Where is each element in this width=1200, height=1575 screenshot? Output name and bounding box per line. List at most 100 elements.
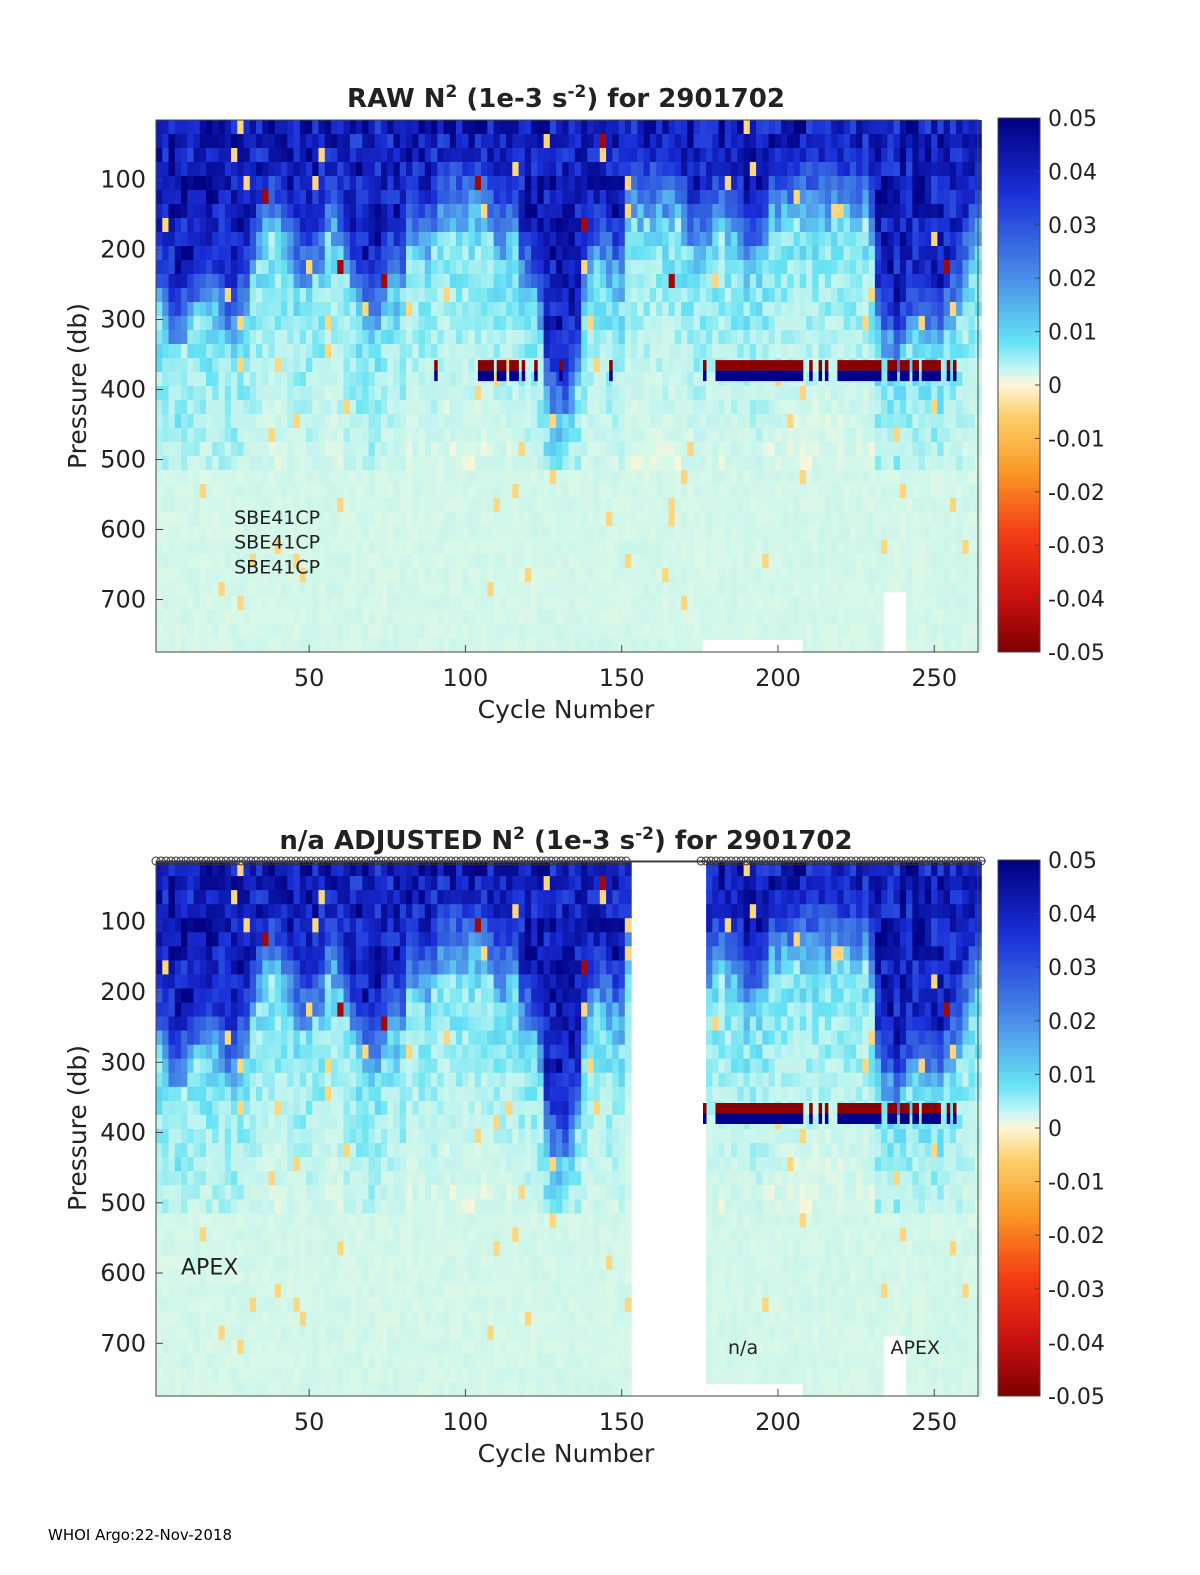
heatmap-cell xyxy=(849,232,857,247)
heatmap-cell xyxy=(224,246,232,261)
heatmap-cell xyxy=(512,638,520,653)
heatmap-cell xyxy=(481,134,488,149)
heatmap-cell xyxy=(606,288,613,303)
heatmap-cell xyxy=(249,414,257,429)
heatmap-cell xyxy=(856,162,863,177)
heatmap-cell xyxy=(581,344,588,359)
heatmap-cell xyxy=(599,414,607,429)
heatmap-cell xyxy=(912,582,920,597)
heatmap-cell xyxy=(949,176,957,191)
heatmap-cell xyxy=(731,246,738,261)
heatmap-cell xyxy=(787,176,795,191)
heatmap-cell xyxy=(174,414,182,429)
heatmap-cell xyxy=(693,148,701,163)
heatmap-cell xyxy=(731,218,738,233)
heatmap-cell xyxy=(156,568,163,583)
heatmap-cell xyxy=(449,274,457,289)
heatmap-cell xyxy=(893,582,901,597)
heatmap-cell xyxy=(756,400,763,415)
heatmap-cell xyxy=(831,260,838,275)
heatmap-cell xyxy=(906,400,913,415)
heatmap-cell xyxy=(949,512,957,527)
heatmap-cell xyxy=(856,400,863,415)
heatmap-cell xyxy=(962,260,970,275)
heatmap-cell xyxy=(631,120,638,135)
heatmap-cell xyxy=(162,176,170,191)
heatmap-cell xyxy=(399,204,407,219)
heatmap-cell xyxy=(681,386,688,401)
heatmap-cell xyxy=(537,190,545,205)
heatmap-cell xyxy=(481,260,488,275)
heatmap-cell xyxy=(731,484,738,499)
heatmap-cell xyxy=(162,596,170,611)
heatmap-cell xyxy=(162,512,170,527)
heatmap-cell xyxy=(387,568,395,583)
heatmap-cell xyxy=(618,470,626,485)
heatmap-cell xyxy=(568,162,576,177)
heatmap-cell xyxy=(574,400,582,415)
heatmap-cell xyxy=(262,400,270,415)
heatmap-cell xyxy=(437,638,445,653)
heatmap-cell xyxy=(581,176,588,191)
heatmap-cell xyxy=(568,120,576,135)
heatmap-cell xyxy=(218,568,226,583)
heatmap-cell xyxy=(162,428,170,443)
heatmap-cell xyxy=(206,582,213,597)
heatmap-cell xyxy=(393,274,401,289)
heatmap-cell xyxy=(706,526,713,541)
heatmap-cell xyxy=(749,162,757,177)
heatmap-cell xyxy=(293,596,301,611)
heatmap-cell xyxy=(712,232,720,247)
heatmap-cell xyxy=(737,456,745,471)
heatmap-cell xyxy=(493,414,501,429)
heatmap-cell xyxy=(468,120,476,135)
heatmap-cell xyxy=(249,512,257,527)
heatmap-cell xyxy=(368,204,376,219)
heatmap-cell xyxy=(624,498,632,513)
heatmap-cell xyxy=(781,120,788,135)
heatmap-cell xyxy=(743,330,751,345)
heatmap-cell xyxy=(299,246,307,261)
heatmap-cell xyxy=(693,176,701,191)
heatmap-cell xyxy=(281,470,288,485)
heatmap-cell xyxy=(262,232,270,247)
heatmap-cell xyxy=(912,246,920,261)
heatmap-cell xyxy=(643,568,651,583)
heatmap-cell xyxy=(224,498,232,513)
heatmap-cell xyxy=(424,386,432,401)
heatmap-cell xyxy=(687,456,695,471)
heatmap-cell xyxy=(181,568,188,583)
heatmap-cell xyxy=(643,372,651,387)
heatmap-cell xyxy=(481,148,488,163)
heatmap-cell xyxy=(949,428,957,443)
heatmap-cell xyxy=(168,218,176,233)
heatmap-cell xyxy=(968,176,976,191)
heatmap-cell xyxy=(456,540,463,555)
heatmap-cell xyxy=(287,302,295,317)
heatmap-cell xyxy=(187,218,195,233)
heatmap-cell xyxy=(474,400,482,415)
heatmap-cell xyxy=(531,288,538,303)
heatmap-cell xyxy=(937,512,945,527)
heatmap-cell xyxy=(962,316,970,331)
heatmap-cell xyxy=(231,190,238,205)
heatmap-cell xyxy=(193,428,201,443)
heatmap-cell xyxy=(968,372,976,387)
heatmap-cell xyxy=(537,358,545,373)
heatmap-cell xyxy=(868,386,876,401)
heatmap-cell xyxy=(518,148,526,163)
heatmap-cell xyxy=(349,330,357,345)
heatmap-cell xyxy=(362,288,370,303)
heatmap-cell xyxy=(443,526,451,541)
heatmap-cell xyxy=(331,204,338,219)
heatmap-cell xyxy=(849,260,857,275)
heatmap-cell xyxy=(293,316,301,331)
heatmap-cell xyxy=(249,204,257,219)
heatmap-cell xyxy=(512,218,520,233)
heatmap-cell xyxy=(212,120,220,135)
heatmap-cell xyxy=(212,610,220,625)
heatmap-cell xyxy=(368,498,376,513)
heatmap-cell xyxy=(512,498,520,513)
heatmap-cell xyxy=(543,330,551,345)
heatmap-cell xyxy=(899,232,907,247)
